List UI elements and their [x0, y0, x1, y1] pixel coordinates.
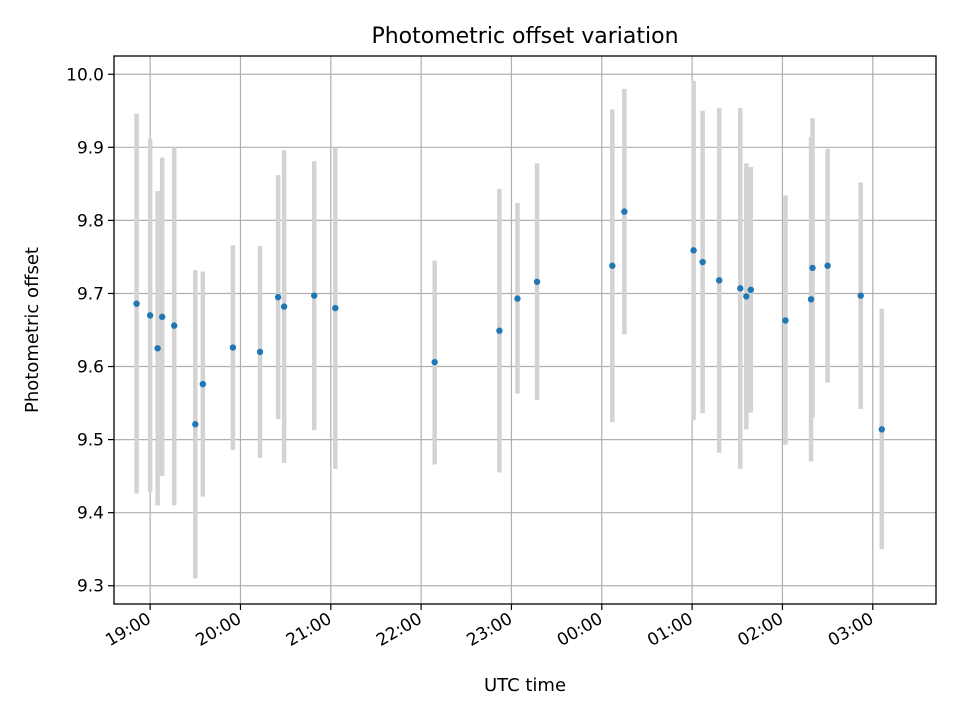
y-axis-label: Photometric offset: [22, 247, 43, 413]
data-point: [146, 312, 154, 319]
y-tick-label: 9.8: [77, 211, 104, 231]
data-point: [192, 421, 199, 428]
y-tick-label: 10.0: [66, 65, 104, 85]
data-point: [431, 358, 438, 366]
data-point: [229, 344, 237, 351]
data-point: [747, 286, 755, 294]
y-tick-label: 9.6: [77, 358, 104, 378]
x-axis-label: UTC time: [484, 675, 566, 696]
data-point: [256, 348, 264, 356]
point-layer: [133, 208, 886, 433]
y-tick-label: 9.9: [77, 138, 104, 158]
data-point: [609, 262, 616, 269]
data-point: [743, 293, 750, 300]
data-point: [311, 292, 318, 299]
data-point: [332, 304, 339, 312]
data-point: [280, 303, 288, 310]
data-point: [716, 277, 723, 284]
data-point: [782, 317, 789, 324]
data-point: [699, 258, 706, 266]
data-point: [857, 292, 864, 299]
data-point: [496, 327, 503, 334]
data-point: [514, 295, 521, 302]
data-point: [133, 300, 140, 307]
y-tick-label: 9.4: [77, 504, 104, 524]
data-point: [690, 247, 697, 254]
y-tick-label: 9.5: [77, 431, 104, 451]
data-point: [158, 313, 166, 321]
plot-frame: [113, 55, 937, 605]
data-point: [154, 345, 161, 352]
data-point: [533, 278, 541, 285]
data-point: [737, 285, 744, 292]
data-point: [171, 322, 178, 329]
y-tick-label: 9.7: [77, 284, 104, 304]
data-point: [824, 262, 831, 269]
data-point: [878, 426, 886, 433]
data-point: [199, 380, 207, 388]
data-point: [807, 296, 815, 303]
data-point: [274, 293, 282, 301]
y-tick-label: 9.3: [77, 577, 104, 597]
chart-title: Photometric offset variation: [371, 24, 678, 49]
data-point: [621, 208, 628, 215]
data-point: [809, 264, 816, 272]
